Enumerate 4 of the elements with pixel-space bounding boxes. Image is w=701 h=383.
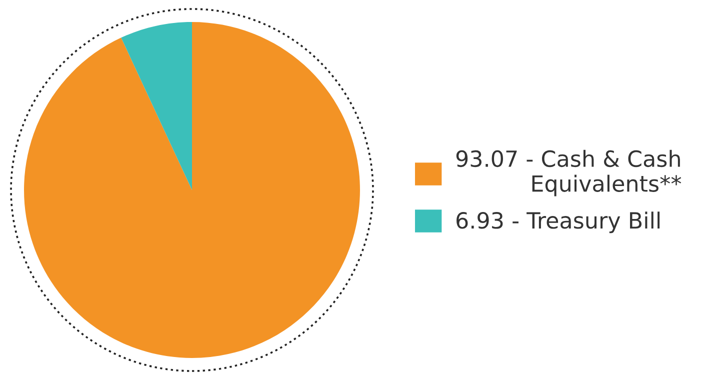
legend-label: 93.07 - Cash & Cash Equivalents** [456,150,682,196]
pie-slice [121,22,192,190]
pie-slice [24,22,360,358]
legend-label: 6.93 - Treasury Bill [456,212,660,234]
